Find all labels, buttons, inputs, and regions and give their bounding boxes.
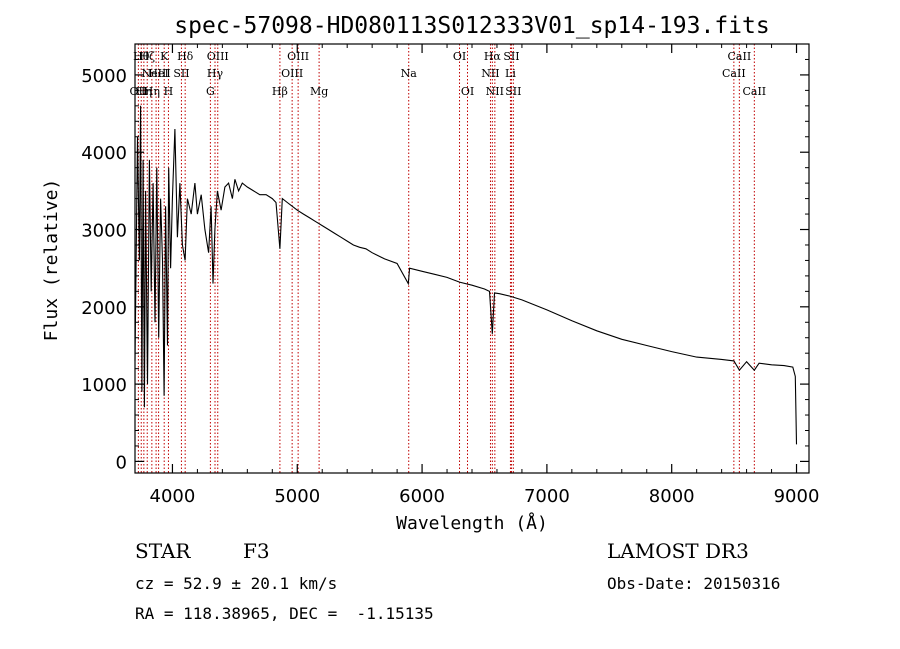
- line-label-9: SII: [173, 67, 189, 80]
- y-tick-label-4: 4000: [81, 143, 127, 164]
- object-type: STAR: [135, 539, 191, 563]
- flux-series-line: [134, 105, 798, 445]
- line-label-6: HeI: [148, 67, 168, 80]
- redshift-cz: cz = 52.9 ± 20.1 km/s: [135, 574, 337, 593]
- y-tick-label-3: 3000: [81, 221, 127, 242]
- line-label-26: SII: [505, 85, 521, 98]
- spectral-line-labels: OIIHθHηHζHηNeIIIHeIKHSIIHδGHγOIIIHβOIIIO…: [130, 50, 767, 98]
- line-label-0: OII: [130, 85, 148, 98]
- line-label-11: G: [206, 85, 215, 98]
- y-tick-label-2: 2000: [81, 298, 127, 319]
- line-label-29: CaII: [742, 85, 766, 98]
- x-tick-label-4: 8000: [649, 486, 695, 507]
- x-tick-label-3: 7000: [524, 486, 570, 507]
- line-label-19: OI: [453, 50, 466, 63]
- line-label-23: NII: [486, 85, 504, 98]
- chart-title: spec-57098-HD080113S012333V01_sp14-193.f…: [174, 13, 769, 39]
- line-label-18: Na: [401, 67, 418, 80]
- coordinates: RA = 118.38965, DEC = -1.15135: [135, 604, 434, 623]
- line-label-10: Hδ: [177, 50, 194, 63]
- line-label-15: OIII: [281, 67, 303, 80]
- line-label-28: CaII: [728, 50, 752, 63]
- line-label-2: Hη: [136, 85, 152, 98]
- spectral-line-markers: [137, 44, 755, 473]
- y-tick-label-0: 0: [116, 452, 127, 473]
- line-label-12: Hγ: [207, 67, 224, 80]
- line-label-14: Hβ: [272, 85, 288, 98]
- x-tick-label-0: 4000: [150, 486, 196, 507]
- line-label-24: Li: [505, 67, 516, 80]
- y-axis: 0 1000 2000 3000 4000 5000: [81, 58, 809, 473]
- y-tick-label-1: 1000: [81, 375, 127, 396]
- line-label-27: CaII: [722, 67, 746, 80]
- x-axis-label: Wavelength (Å): [396, 512, 548, 534]
- line-label-22: Hα: [484, 50, 502, 63]
- spectral-subclass: F3: [243, 539, 270, 563]
- line-label-8: H: [164, 85, 174, 98]
- x-tick-label-1: 5000: [274, 486, 320, 507]
- line-label-7: K: [160, 50, 169, 63]
- line-label-4: Hη: [144, 85, 160, 98]
- line-label-3: Hζ: [139, 50, 155, 63]
- line-label-17: Mg: [310, 85, 328, 98]
- line-label-13: OIII: [207, 50, 229, 63]
- x-axis: 4000 5000 6000 7000 8000 9000: [150, 44, 820, 507]
- line-label-21: NII: [481, 67, 499, 80]
- line-label-25: SII: [503, 50, 519, 63]
- x-tick-label-2: 6000: [399, 486, 445, 507]
- observation-date: Obs-Date: 20150316: [607, 574, 780, 593]
- line-label-5: NeIII: [142, 67, 171, 80]
- y-tick-label-5: 5000: [81, 66, 127, 87]
- x-tick-label-5: 9000: [774, 486, 820, 507]
- survey-name: LAMOST DR3: [607, 539, 749, 563]
- plot-frame: [134, 43, 810, 474]
- line-label-16: OIII: [287, 50, 309, 63]
- y-axis-label: Flux (relative): [41, 179, 62, 342]
- line-label-20: OI: [461, 85, 474, 98]
